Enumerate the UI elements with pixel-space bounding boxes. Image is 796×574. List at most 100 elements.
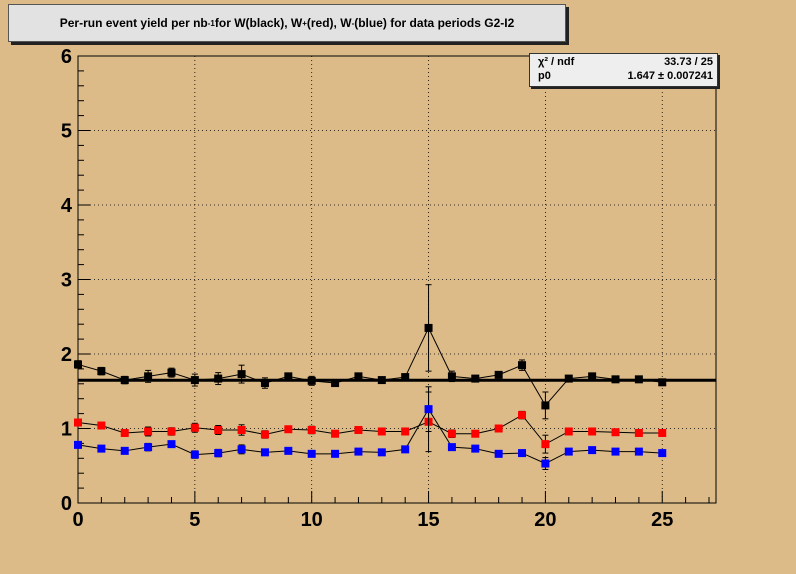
data-point [237, 445, 246, 454]
data-point [611, 428, 620, 437]
data-point [120, 376, 129, 385]
x-tick-label: 10 [301, 509, 323, 531]
stats-row-p0: p0 1.647 ± 0.007241 [538, 70, 713, 84]
data-point [167, 440, 176, 449]
data-point [120, 428, 129, 437]
data-point [144, 372, 153, 381]
data-point [190, 376, 199, 385]
data-point [564, 447, 573, 456]
plot-frame [77, 55, 717, 504]
data-point [447, 443, 456, 452]
title-prefix: Per-run event yield per nb [59, 16, 208, 30]
data-point [331, 429, 340, 438]
data-point [634, 428, 643, 437]
series-line [77, 326, 663, 407]
y-tick-label: 4 [61, 195, 73, 217]
data-point [284, 372, 293, 381]
data-point [307, 376, 316, 385]
title-sup-minus: - [351, 18, 355, 28]
data-point [447, 429, 456, 438]
data-point [494, 424, 503, 433]
data-point [190, 423, 199, 432]
p0-label: p0 [538, 70, 551, 82]
data-point [541, 459, 550, 468]
series-line [77, 408, 663, 465]
data-point [588, 446, 597, 455]
title-mid2: (red), W [306, 16, 352, 30]
y-tick-label: 6 [61, 46, 72, 68]
data-point [658, 378, 667, 387]
x-tick-label: 25 [651, 509, 673, 531]
chart-title: Per-run event yield per nb -1 for W(black… [8, 4, 566, 42]
data-point [354, 447, 363, 456]
data-point [377, 427, 386, 436]
data-point [144, 427, 153, 436]
data-point [167, 427, 176, 436]
data-point [307, 425, 316, 434]
series-w-minus [74, 386, 667, 470]
data-point [541, 440, 550, 449]
data-point [424, 323, 433, 332]
title-suffix: (blue) for data periods G2-I2 [354, 16, 515, 30]
data-series [74, 284, 667, 470]
title-mid1: for W(black), W [214, 16, 303, 30]
data-point [494, 449, 503, 458]
title-sup-inverse: -1 [207, 18, 215, 28]
data-point [331, 379, 340, 388]
data-point [214, 425, 223, 434]
data-point [284, 446, 293, 455]
data-point [260, 430, 269, 439]
series-line [77, 414, 663, 445]
chi2-value: 33.73 / 25 [664, 56, 713, 68]
stats-row-chi2: χ² / ndf 33.73 / 25 [538, 56, 713, 70]
x-tick-label: 20 [534, 509, 556, 531]
data-point [588, 427, 597, 436]
data-point [424, 405, 433, 414]
data-point [494, 370, 503, 379]
x-tick-label: 5 [189, 509, 200, 531]
data-point [401, 445, 410, 454]
data-point [564, 427, 573, 436]
x-tick-label: 0 [72, 509, 83, 531]
data-point [214, 449, 223, 458]
data-point [237, 370, 246, 379]
y-tick-label: 5 [61, 121, 72, 143]
data-point [120, 446, 129, 455]
grid-lines [78, 56, 716, 503]
data-point [634, 447, 643, 456]
data-point [377, 376, 386, 385]
data-point [447, 372, 456, 381]
x-tick-label: 15 [417, 509, 439, 531]
fit-stats-box: χ² / ndf 33.73 / 25 p0 1.647 ± 0.007241 [529, 53, 718, 87]
data-point [214, 374, 223, 383]
data-point [541, 401, 550, 410]
data-point [471, 444, 480, 453]
data-point [307, 449, 316, 458]
data-point [611, 375, 620, 384]
axes: 0 5 10 15 20 25 0 1 2 3 4 5 6 [61, 46, 710, 531]
data-point [97, 367, 106, 376]
data-point [190, 450, 199, 459]
series-w-plus [74, 391, 667, 454]
data-point [144, 443, 153, 452]
data-point [401, 373, 410, 382]
title-sup-plus: + [302, 18, 307, 28]
data-point [74, 418, 82, 427]
data-point [377, 448, 386, 457]
data-point [237, 425, 246, 434]
data-point [167, 368, 176, 377]
data-point [97, 444, 106, 453]
data-point [471, 429, 480, 438]
data-point [564, 374, 573, 383]
data-point [658, 449, 667, 458]
data-point [354, 372, 363, 381]
data-point [658, 428, 667, 437]
data-point [634, 375, 643, 384]
data-point [260, 379, 269, 388]
data-point [518, 411, 527, 420]
data-point [284, 425, 293, 434]
data-point [518, 449, 527, 458]
y-tick-label: 0 [61, 493, 72, 515]
